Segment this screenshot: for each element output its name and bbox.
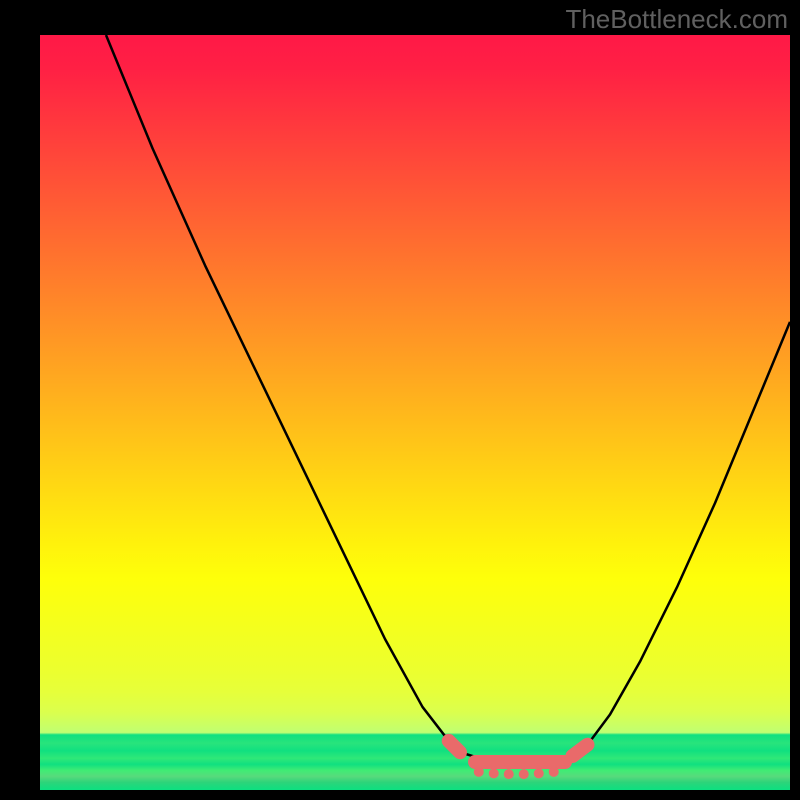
sweet-spot-dot bbox=[474, 767, 484, 777]
chart-svg bbox=[40, 35, 790, 790]
sweet-spot-dot bbox=[534, 768, 544, 778]
sweet-spot-segment bbox=[573, 745, 588, 756]
watermark-text: TheBottleneck.com bbox=[565, 4, 788, 35]
sweet-spot-segment bbox=[449, 741, 460, 752]
sweet-spot-dot bbox=[549, 767, 559, 777]
sweet-spot-dot bbox=[489, 768, 499, 778]
plot-area bbox=[40, 35, 790, 790]
sweet-spot-dot bbox=[504, 769, 514, 779]
sweet-spot-dot bbox=[519, 769, 529, 779]
chart-root: TheBottleneck.com bbox=[0, 0, 800, 800]
bottleneck-curve bbox=[106, 35, 790, 764]
